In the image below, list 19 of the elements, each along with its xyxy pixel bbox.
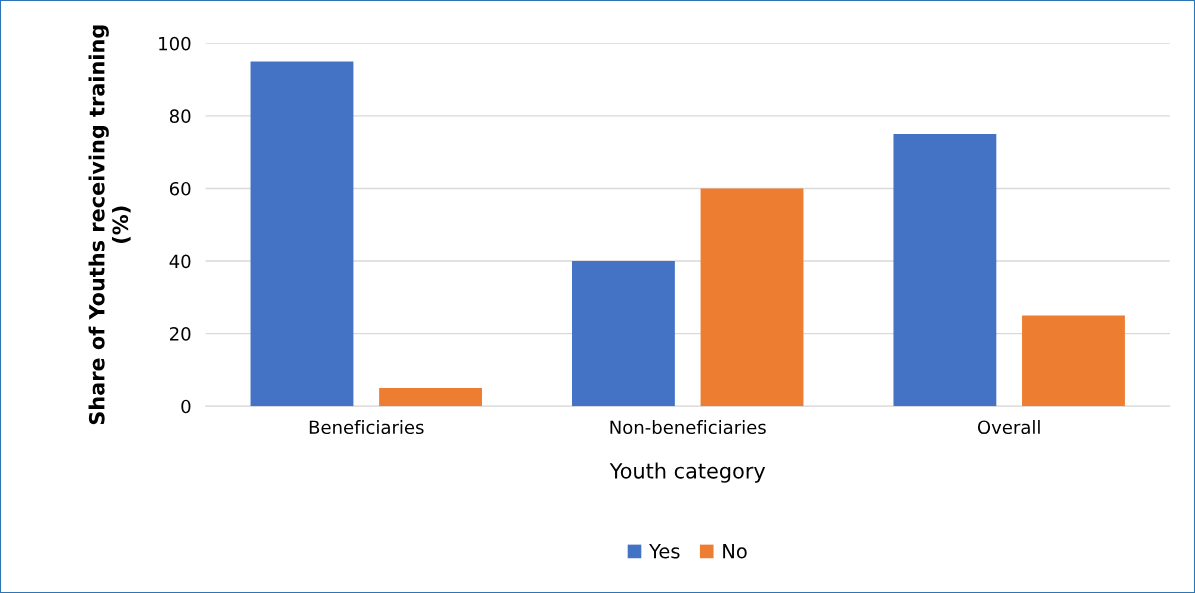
y-tick-label: 100: [159, 36, 191, 51]
y-tick-label: 80: [169, 109, 191, 123]
x-tick-label: Beneficiaries: [309, 420, 424, 435]
bar: [379, 388, 482, 407]
bar: [893, 134, 997, 407]
y-tick-label: 0: [181, 399, 191, 414]
legend-label: Yes: [649, 544, 680, 559]
y-tick-label: 40: [169, 254, 191, 269]
x-tick-label: Overall: [977, 420, 1040, 435]
y-axis-title: Share of Youths receiving training (%): [88, 25, 131, 425]
bar: [700, 188, 804, 407]
bar: [250, 61, 354, 407]
x-tick-label: Non-beneficiaries: [610, 420, 766, 435]
legend-label: No: [723, 544, 747, 559]
bar: [1022, 315, 1125, 407]
y-tick-label: 60: [169, 181, 191, 196]
bar: [572, 261, 675, 407]
y-tick-label: 20: [170, 327, 191, 341]
x-axis-title: Youth category: [609, 462, 766, 483]
